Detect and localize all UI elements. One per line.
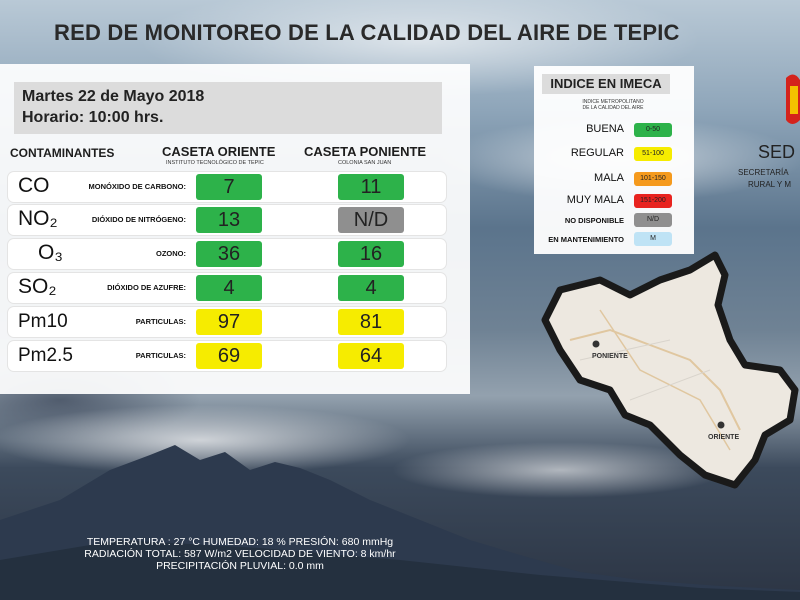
legend-label: MALA [594,172,624,184]
pollutant-name: PARTICULAS: [135,317,186,326]
legend-label: REGULAR [570,147,624,159]
pollutant-row: CO MONÓXIDO DE CARBONO: 7 11 [8,172,446,202]
page-title: RED DE MONITOREO DE LA CALIDAD DEL AIRE … [54,20,680,45]
east-value: 7 [196,174,262,200]
pollutant-row: Pm10 PARTICULAS: 97 81 [8,307,446,337]
time-text: Horario: 10:00 hrs. [22,109,164,126]
east-value: 36 [196,241,262,267]
pollutant-symbol: Pm10 [18,311,68,332]
east-station-pin-icon [717,421,725,429]
imeca-title: INDICE EN IMECA [542,74,670,94]
west-value: 11 [338,174,404,200]
pollutant-panel: Martes 22 de Mayo 2018 Horario: 10:00 hr… [0,64,470,394]
header-west-subtitle: COLONIA SAN JUAN [338,160,392,166]
legend-label: MUY MALA [566,194,624,206]
legend-range: 0-50 [634,123,672,137]
legend-range: 51-100 [634,147,672,161]
imeca-subtitle: DE LA CALIDAD DEL AIRE [582,105,644,111]
legend-label: BUENA [586,123,624,135]
west-value: 81 [338,309,404,335]
date-box: Martes 22 de Mayo 2018 Horario: 10:00 hr… [14,82,442,134]
date-text: Martes 22 de Mayo 2018 [22,88,205,105]
agency-subtitle: SECRETARÍA [738,168,789,177]
map-label-west: PONIENTE [592,353,628,360]
east-value: 69 [196,343,262,369]
pollutant-symbol: SO₂ [18,275,57,298]
west-value: 4 [338,275,404,301]
pollutant-row: Pm2.5 PARTICULAS: 69 64 [8,341,446,371]
legend-range: M [634,232,672,246]
east-value: 97 [196,309,262,335]
pollutant-name: PARTICULAS: [135,351,186,360]
header-east-station: CASETA ORIENTE [162,144,276,159]
west-value: 64 [338,343,404,369]
pollutant-symbol: O₃ [38,241,63,264]
legend-range: 151-200 [634,194,672,208]
west-station-pin-icon [592,340,600,348]
legend-range: N/D [634,213,672,227]
east-value: 4 [196,275,262,301]
legend-label: EN MANTENIMIENTO [548,235,624,244]
city-map [541,251,799,489]
agency-name: SED [758,142,796,162]
header-west-station: CASETA PONIENTE [304,144,427,159]
legend-label: NO DISPONIBLE [564,216,624,225]
legend-range: 101-150 [634,172,672,186]
map-label-east: ORIENTE [708,434,740,441]
pollutant-row: NO₂ DIÓXIDO DE NITRÓGENO: 13 N/D [8,205,446,235]
west-value: N/D [338,207,404,233]
pollutant-name: DIÓXIDO DE NITRÓGENO: [91,215,186,224]
header-contaminants: CONTAMINANTES [10,146,115,160]
weather-line: PRECIPITACIÓN PLUVIAL: 0.0 mm [156,560,324,572]
weather-line: TEMPERATURA : 27 °C HUMEDAD: 18 % PRESIÓ… [86,536,394,548]
east-value: 13 [196,207,262,233]
pollutant-symbol: Pm2.5 [18,345,73,366]
pollutant-name: MONÓXIDO DE CARBONO: [88,182,187,191]
pollutant-symbol: CO [18,174,50,197]
imeca-legend: INDICE EN IMECA INDICE METROPOLITANO DE … [534,66,694,254]
imeca-subtitle: INDICE METROPOLITANO [582,99,644,105]
weather-line: RADIACIÓN TOTAL: 587 W/m2 VELOCIDAD DE V… [84,548,396,560]
agency-logo-icon [786,74,800,124]
pollutant-row: O₃ OZONO: 36 16 [8,239,446,269]
pollutant-name: OZONO: [156,249,186,258]
pollutant-name: DIÓXIDO DE AZUFRE: [107,283,186,292]
west-value: 16 [338,241,404,267]
pollutant-symbol: NO₂ [18,207,58,230]
agency-subtitle: RURAL Y M [748,180,791,189]
header-east-subtitle: INSTITUTO TECNOLÓGICO DE TEPIC [166,160,264,166]
pollutant-row: SO₂ DIÓXIDO DE AZUFRE: 4 4 [8,273,446,303]
